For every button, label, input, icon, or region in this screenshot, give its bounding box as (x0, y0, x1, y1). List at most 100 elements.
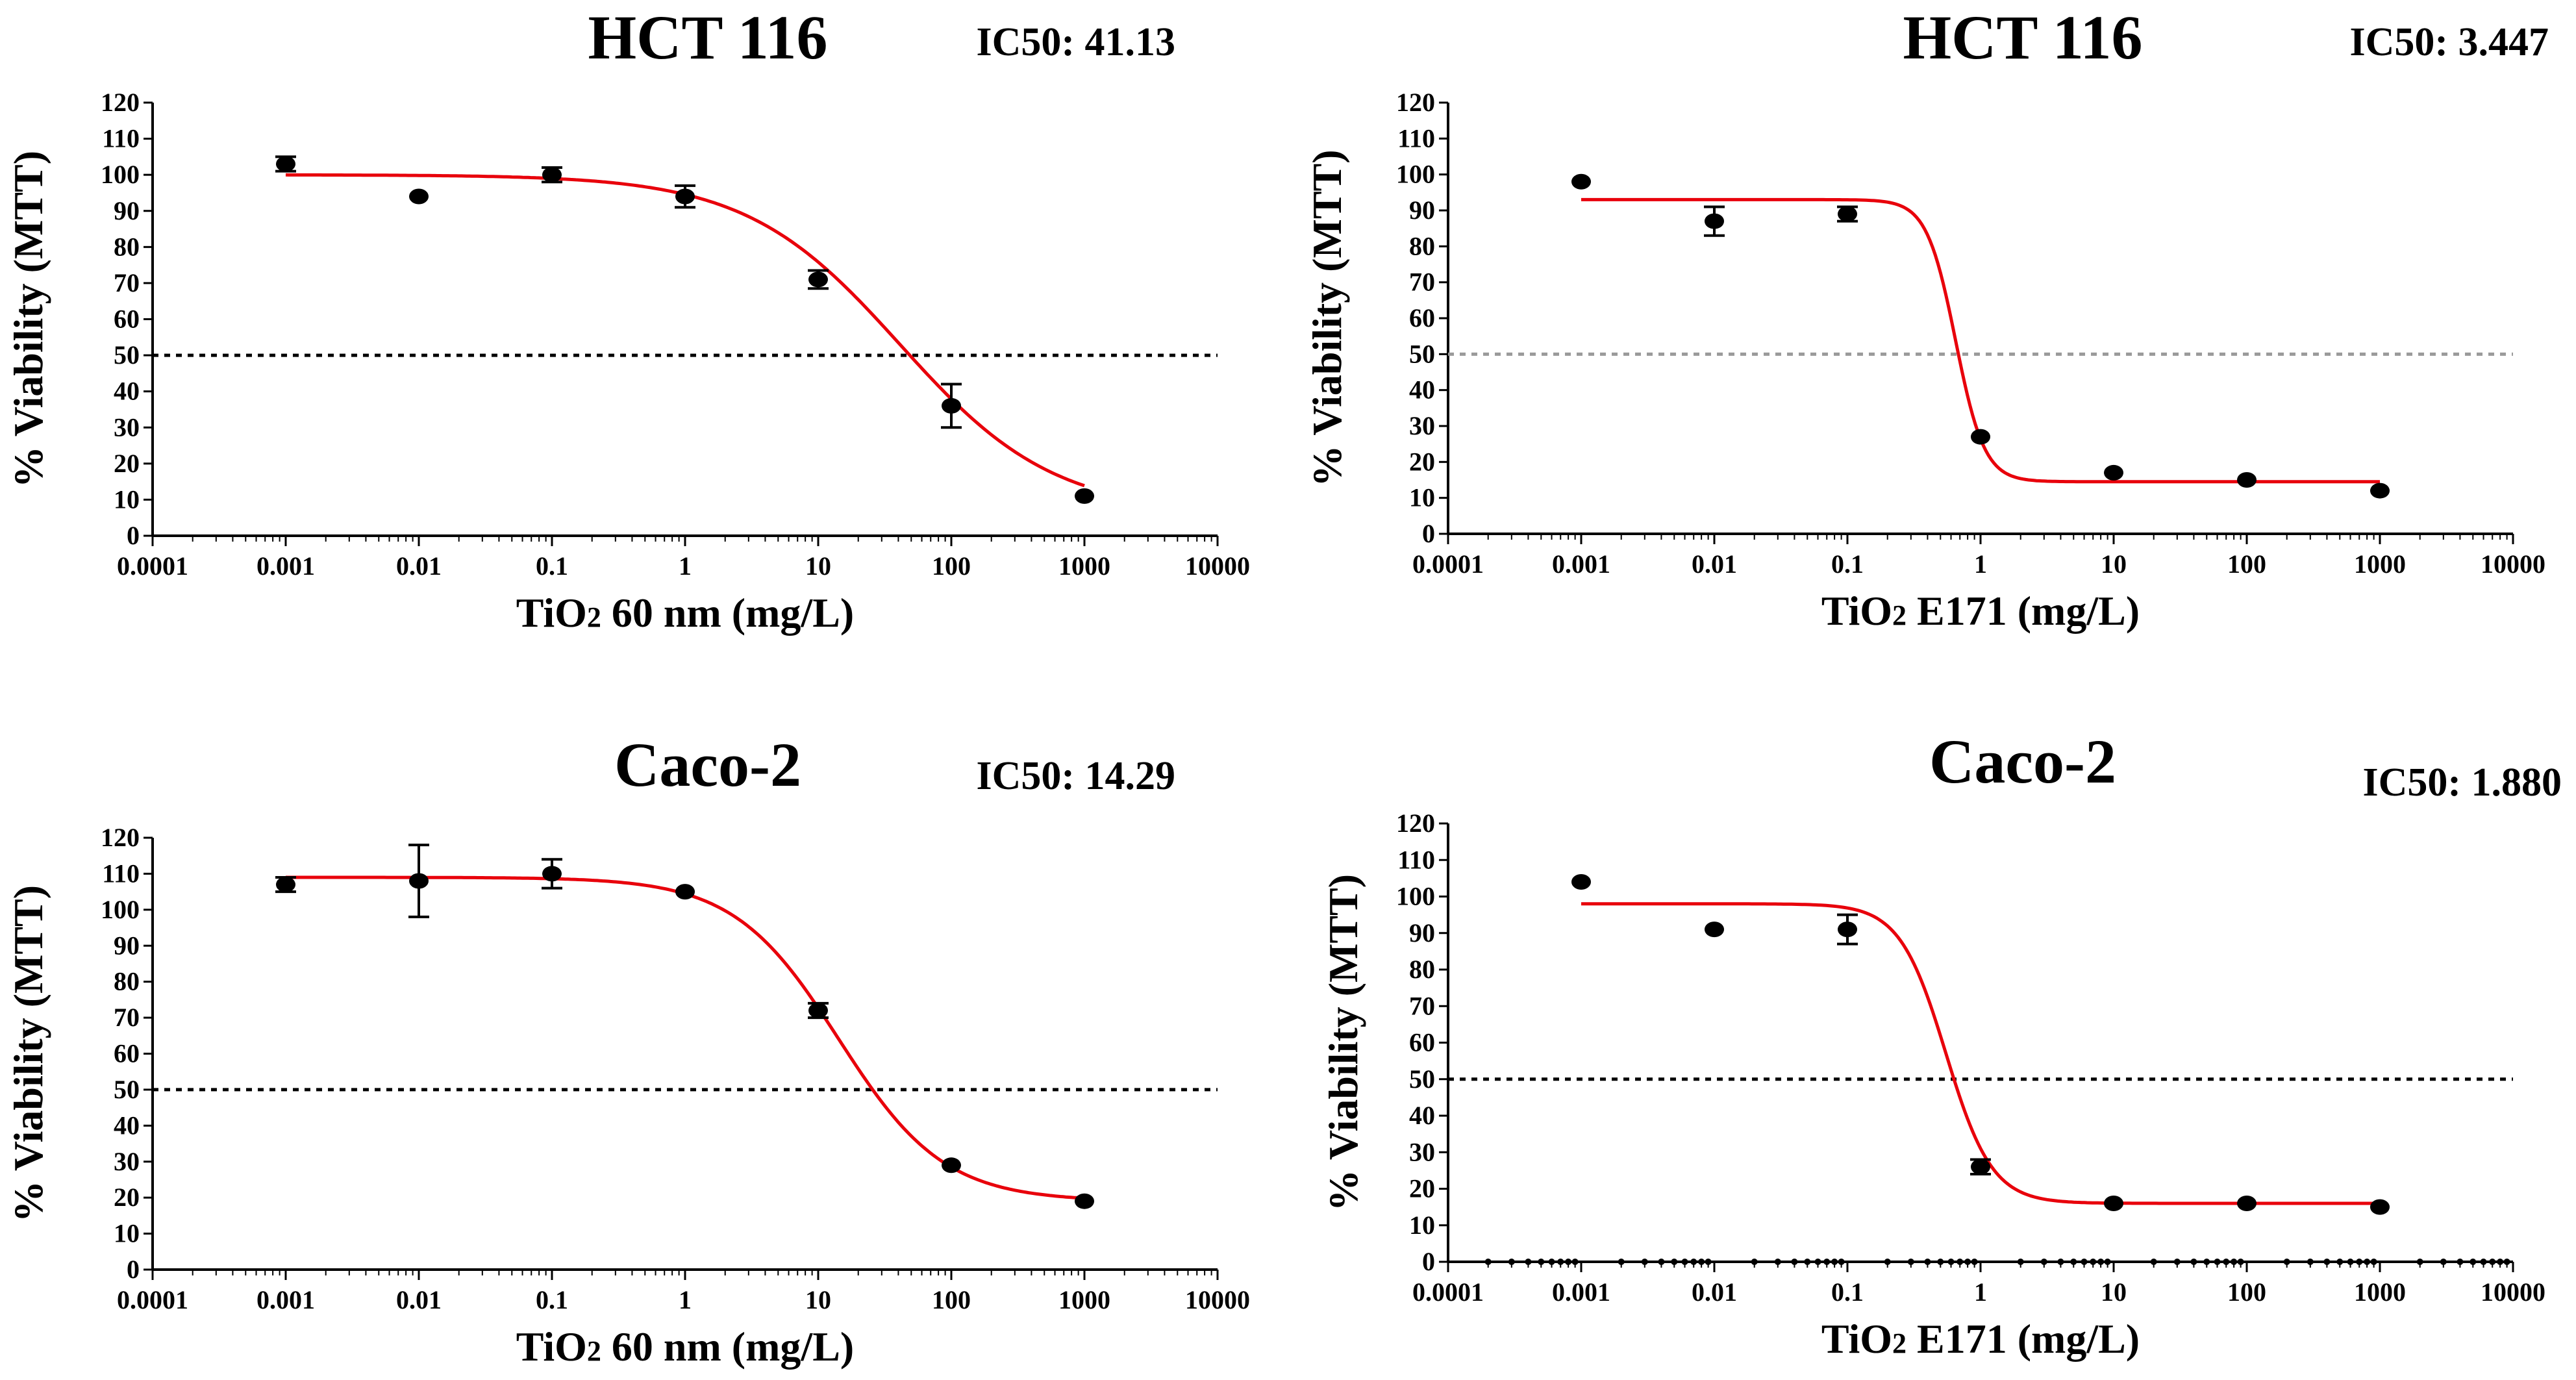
x-minor-tick-dot (1618, 1259, 1625, 1265)
x-tick-label: 1000 (2354, 549, 2406, 579)
x-tick-label: 100 (932, 1285, 971, 1314)
x-minor-tick-dot (2416, 1259, 2423, 1265)
y-tick-label: 30 (1409, 411, 1435, 440)
data-point (542, 866, 562, 882)
y-tick-label: 40 (1409, 375, 1435, 405)
data-point (2370, 1199, 2390, 1215)
y-tick-label: 70 (1409, 268, 1435, 297)
y-tick-label: 120 (101, 88, 140, 117)
data-point (409, 873, 429, 889)
y-tick-label: 50 (114, 340, 140, 370)
y-tick-label: 50 (1409, 339, 1435, 368)
data-point (808, 271, 828, 288)
x-minor-tick-dot (1671, 1259, 1678, 1265)
y-tick-label: 100 (101, 895, 140, 924)
x-tick-label: 0.1 (1831, 549, 1864, 579)
x-tick-label: 10 (2101, 1277, 2127, 1307)
x-minor-tick-dot (1751, 1259, 1758, 1265)
ic50-annotation: IC50: 1.880 (2362, 760, 2562, 805)
y-tick-label: 60 (1409, 1028, 1435, 1057)
y-tick-label: 110 (102, 124, 140, 153)
x-minor-tick-dot (2457, 1259, 2464, 1265)
x-tick-label: 10 (2101, 549, 2127, 579)
data-point (675, 188, 695, 205)
x-minor-tick-dot (1823, 1259, 1831, 1265)
y-tick-label: 60 (114, 305, 140, 334)
fit-curve (285, 173, 1085, 488)
y-tick-label: 90 (1409, 918, 1435, 947)
data-point (276, 156, 295, 172)
x-minor-tick-dot (2347, 1259, 2354, 1265)
y-tick-label: 10 (114, 484, 140, 514)
y-tick-label: 100 (1396, 160, 1435, 189)
data-point (1838, 206, 1857, 222)
y-tick-label: 20 (1409, 1174, 1435, 1203)
data-point (2237, 472, 2257, 488)
x-minor-tick-dot (1814, 1259, 1821, 1265)
y-tick-label: 120 (1396, 88, 1435, 117)
y-tick-label: 120 (1396, 809, 1435, 838)
y-tick-label: 0 (1422, 1247, 1435, 1276)
x-minor-tick-dot (1681, 1259, 1688, 1265)
x-minor-tick-dot (2370, 1259, 2377, 1265)
x-tick-label: 0.1 (536, 1285, 568, 1314)
y-tick-label: 10 (1409, 1211, 1435, 1240)
data-point (1705, 922, 1724, 938)
y-tick-label: 50 (1409, 1064, 1435, 1094)
x-minor-tick-dot (1508, 1259, 1515, 1265)
chart-panel-4: Caco-2 IC50: 1.880 0 10 20 30 40 50 60 70 80 90 100 1… (1320, 727, 2562, 1362)
y-tick-label: 110 (1397, 123, 1435, 153)
data-point (1705, 213, 1724, 229)
x-minor-tick-dot (2081, 1259, 2088, 1265)
data-point (942, 397, 961, 414)
y-tick-label: 70 (114, 268, 140, 297)
x-minor-tick-dot (2223, 1259, 2230, 1265)
y-tick-label: 40 (114, 377, 140, 406)
x-minor-tick-dot (1571, 1259, 1579, 1265)
y-tick-label: 0 (127, 521, 140, 550)
y-tick-label: 70 (114, 1003, 140, 1032)
y-tick-label: 80 (1409, 231, 1435, 260)
x-minor-tick-dot (1804, 1259, 1811, 1265)
chart-title: HCT 116 (1903, 3, 2143, 72)
y-tick-label: 10 (1409, 483, 1435, 512)
x-minor-tick-dot (1831, 1259, 1838, 1265)
data-point (1075, 1193, 1094, 1209)
x-tick-label: 0.001 (1552, 1277, 1610, 1307)
x-minor-tick-dot (2190, 1259, 2197, 1265)
x-minor-tick-dot (1937, 1259, 1944, 1265)
ic50-annotation: IC50: 41.13 (976, 20, 1175, 64)
x-axis-label-subscript: 2 (1892, 1327, 1907, 1359)
x-axis-label-main: TiO (516, 590, 587, 636)
x-minor-tick-dot (1971, 1259, 1978, 1265)
x-minor-tick-dot (2173, 1259, 2181, 1265)
y-tick-label: 30 (114, 412, 140, 442)
x-minor-tick-dot (1658, 1259, 1665, 1265)
x-minor-tick-dot (2231, 1259, 2238, 1265)
data-point (542, 167, 562, 183)
x-tick-label: 1000 (2354, 1277, 2406, 1307)
y-tick-label: 60 (1409, 303, 1435, 332)
x-tick-label: 100 (2227, 549, 2266, 579)
y-tick-label: 80 (114, 967, 140, 996)
fit-curve (286, 875, 1085, 1200)
x-tick-label: 0.01 (1692, 1277, 1737, 1307)
x-minor-tick-dot (1924, 1259, 1931, 1265)
x-minor-tick-dot (2070, 1259, 2077, 1265)
data-point (1571, 874, 1591, 890)
x-minor-tick-dot (2203, 1259, 2210, 1265)
y-tick-label: 20 (114, 449, 140, 478)
y-tick-label: 20 (1409, 447, 1435, 476)
x-tick-label: 0.0001 (1412, 549, 1484, 579)
x-minor-tick-dot (1838, 1259, 1845, 1265)
x-tick-label: 100 (2227, 1277, 2266, 1307)
data-point (2237, 1196, 2257, 1211)
y-tick-label: 120 (101, 823, 140, 852)
x-minor-tick-dot (2237, 1259, 2244, 1265)
x-minor-tick-dot (2040, 1259, 2047, 1265)
x-minor-tick-dot (2356, 1259, 2363, 1265)
x-minor-tick-dot (2150, 1259, 2157, 1265)
y-tick-label: 90 (114, 931, 140, 960)
y-tick-label: 100 (1396, 882, 1435, 911)
